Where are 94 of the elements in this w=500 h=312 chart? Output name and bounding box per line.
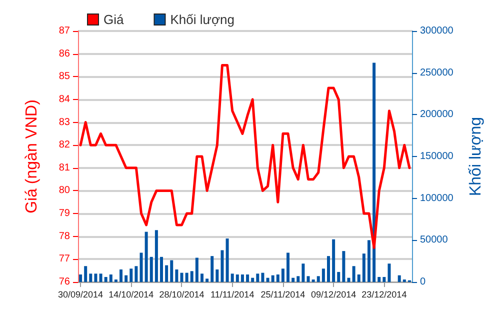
x-tick-label: 23/12/2014: [362, 290, 407, 300]
y-tick-label: 87: [58, 26, 70, 36]
x-tick-label: 30/09/2014: [58, 290, 104, 300]
y2-tick-label: 150000: [420, 151, 454, 162]
bar: [226, 238, 229, 282]
bar: [261, 272, 264, 282]
y-tick-label: 76: [58, 276, 70, 288]
bar: [296, 276, 300, 282]
bar: [352, 266, 356, 282]
y2-tick-label: 200000: [420, 109, 454, 120]
bar: [292, 278, 295, 282]
bar: [160, 256, 163, 282]
bar: [342, 251, 346, 282]
bar: [382, 276, 386, 282]
bar: [104, 276, 108, 282]
y-tick-label: 86: [58, 48, 70, 60]
y-tick-label: 77: [58, 254, 70, 265]
bar: [316, 276, 320, 282]
bar: [332, 239, 336, 282]
bar: [236, 274, 239, 282]
bar: [79, 274, 82, 282]
bar: [84, 266, 88, 282]
y2-tick-label: 100000: [420, 192, 454, 204]
x-tick-label: 11/11/2014: [210, 290, 254, 300]
bar: [240, 274, 244, 282]
bar: [266, 278, 270, 282]
y-tick-label: 82: [58, 140, 70, 151]
bar: [276, 274, 280, 282]
bar: [154, 230, 158, 282]
bar: [180, 272, 184, 282]
bar: [286, 252, 290, 282]
bar: [120, 269, 123, 282]
y-tick-label: 85: [58, 71, 70, 82]
bar: [302, 264, 305, 282]
bar: [312, 279, 315, 282]
bar: [220, 250, 224, 282]
bar: [398, 275, 401, 282]
y-tick-label: 83: [58, 116, 70, 128]
y2-tick-label: 300000: [420, 26, 454, 36]
bar: [124, 275, 128, 282]
bar: [94, 274, 98, 282]
bar: [337, 272, 340, 282]
bar: [378, 276, 381, 282]
bar: [170, 260, 174, 282]
bar: [130, 268, 133, 282]
bar: [190, 271, 194, 282]
y-tick-label: 78: [58, 230, 70, 242]
bar: [206, 278, 209, 282]
y-tick-label: 81: [58, 162, 70, 174]
bar: [99, 274, 102, 282]
bar: [327, 256, 330, 282]
bar: [271, 275, 274, 282]
y-tick-label: 80: [58, 185, 70, 196]
bar: [195, 258, 198, 282]
bar: [210, 256, 214, 282]
bar: [322, 268, 325, 282]
y2-axis-title: Khối lượng: [468, 116, 484, 196]
x-tick-label: 28/10/2014: [159, 290, 204, 300]
x-tick-label: 25/11/2014: [260, 290, 306, 300]
x-tick-label: 14/10/2014: [108, 290, 154, 300]
y2-tick-label: 250000: [420, 67, 454, 78]
bar: [256, 274, 260, 282]
bar: [175, 269, 178, 282]
bar: [367, 240, 370, 282]
legend-label: Khối lượng: [170, 12, 234, 27]
bar: [144, 232, 148, 282]
bar: [388, 264, 391, 282]
bar: [230, 274, 234, 282]
bar: [347, 278, 350, 282]
bar: [134, 266, 138, 282]
y-axis-title: Giá (ngàn VND): [24, 100, 40, 214]
y2-tick-label: 0: [420, 276, 426, 288]
bar: [89, 274, 92, 282]
y-tick-label: 79: [58, 208, 70, 220]
bar: [150, 256, 153, 282]
bar: [114, 279, 118, 282]
legend-label: Giá: [104, 12, 124, 27]
y2-tick-label: 50000: [420, 234, 448, 246]
bar: [165, 265, 168, 282]
bar: [306, 276, 310, 282]
x-tick-label: 09/12/2014: [311, 290, 356, 300]
bar: [109, 274, 112, 282]
bar: [216, 269, 219, 282]
bar: [246, 274, 250, 282]
bar: [185, 272, 188, 282]
bar: [251, 278, 254, 282]
bar: [140, 252, 143, 282]
y-tick-label: 84: [58, 94, 70, 105]
bar: [281, 268, 284, 282]
bar: [357, 274, 360, 282]
bar: [200, 274, 204, 282]
bar: [362, 254, 366, 282]
bar: [372, 62, 376, 282]
bar: [402, 279, 406, 282]
